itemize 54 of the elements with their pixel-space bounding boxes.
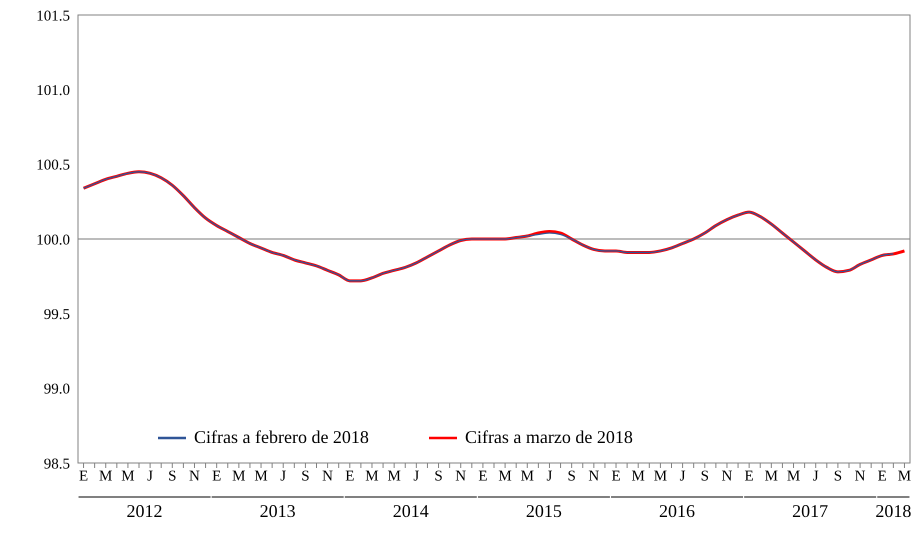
y-tick-label: 99.5 <box>44 306 70 323</box>
x-tick-label: M <box>632 468 645 485</box>
y-tick-label: 101.0 <box>36 82 70 99</box>
x-tick-label: M <box>654 468 668 485</box>
text: 2013 <box>260 501 296 521</box>
x-tick-label: J <box>680 468 686 485</box>
x-tick-label: M <box>387 468 401 485</box>
y-tick-label: 98.5 <box>44 456 70 472</box>
x-tick-label: J <box>147 468 154 485</box>
x-tick-label: N <box>322 468 334 485</box>
x-tick-label: S <box>168 468 176 485</box>
legend-label: Cifras a febrero de 2018 <box>194 427 369 448</box>
x-tick-label: E <box>212 468 222 485</box>
x-tick-label: S <box>301 468 310 485</box>
text: 2012 <box>126 501 163 521</box>
x-tick-label: J <box>546 468 553 485</box>
text: 2018 <box>875 501 912 521</box>
legend-label: Cifras a marzo de 2018 <box>464 427 633 448</box>
x-tick-label: N <box>189 468 200 485</box>
x-tick-label: E <box>611 468 621 485</box>
x-tick-label: J <box>812 468 819 485</box>
x-tick-label: M <box>520 468 534 485</box>
text: 2016 <box>659 501 696 521</box>
x-tick-label: M <box>764 468 778 485</box>
x-tick-label: M <box>498 468 512 485</box>
x-tick-label: J <box>413 468 420 485</box>
x-tick-label: J <box>280 468 286 485</box>
x-tick-label: E <box>478 468 488 485</box>
x-tick-label: E <box>744 468 754 485</box>
x-tick-label: M <box>121 468 135 485</box>
text: 2015 <box>526 501 562 521</box>
x-tick-label: S <box>567 468 576 485</box>
text: 2014 <box>392 501 429 521</box>
text: 2017 <box>792 501 828 521</box>
y-tick-label: 101.5 <box>36 8 70 24</box>
y-tick-label: 99.0 <box>44 382 70 398</box>
x-tick-label: M <box>786 468 800 485</box>
x-tick-label: S <box>434 468 443 485</box>
x-tick-label: M <box>898 468 912 485</box>
x-tick-label: N <box>854 468 866 485</box>
x-tick-label: N <box>455 468 466 485</box>
x-tick-label: N <box>588 468 600 485</box>
x-tick-label: E <box>878 468 887 485</box>
y-tick-label: 100.0 <box>36 232 70 248</box>
x-tick-label: M <box>99 468 112 485</box>
x-tick-label: S <box>834 468 842 485</box>
x-tick-label: N <box>722 468 733 485</box>
x-tick-label: M <box>232 468 246 485</box>
x-tick-label: M <box>254 468 268 485</box>
y-tick-label: 100.5 <box>36 158 70 174</box>
x-tick-label: E <box>345 468 354 485</box>
x-tick-label: M <box>365 468 379 485</box>
x-tick-label: S <box>700 468 709 485</box>
x-tick-label: E <box>78 468 88 485</box>
